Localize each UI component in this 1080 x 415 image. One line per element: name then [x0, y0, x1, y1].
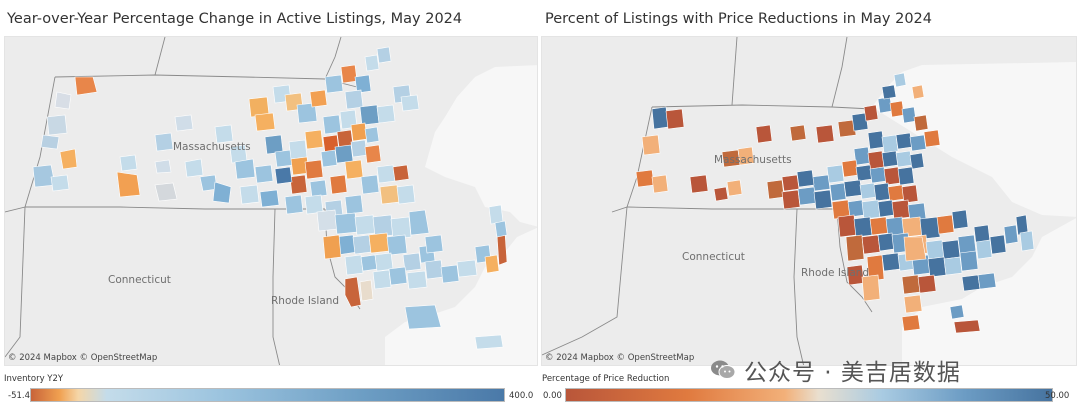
state-label-rhode-island: Rhode Island: [271, 295, 340, 307]
legend-min-value: 0.00: [543, 391, 562, 401]
legend-max-value: 400.0: [509, 391, 534, 401]
map-attribution[interactable]: © 2024 Mapbox © OpenStreetMap: [8, 353, 158, 363]
left-map-canvas[interactable]: [5, 37, 538, 366]
legend-color-scale: [565, 388, 1053, 402]
state-label-massachusetts: Massachusetts: [173, 141, 251, 153]
state-borders: [542, 37, 873, 365]
state-label-connecticut: Connecticut: [108, 274, 171, 286]
legend-min-value: -51.4: [8, 391, 30, 401]
map-attribution[interactable]: © 2024 Mapbox © OpenStreetMap: [545, 353, 695, 363]
watermark-text: 公众号 · 美吉居数据: [744, 360, 961, 386]
wechat-icon: [711, 360, 736, 379]
left-map-title: Year-over-Year Percentage Change in Acti…: [7, 11, 463, 27]
legend-title: Percentage of Price Reduction: [542, 374, 670, 384]
legend-title: Inventory Y2Y: [4, 374, 64, 384]
municipalities: [32, 46, 508, 350]
left-map-panel: Year-over-Year Percentage Change in Acti…: [0, 0, 538, 415]
right-map-title: Percent of Listings with Price Reduction…: [545, 11, 933, 27]
left-map[interactable]: Massachusetts Connecticut Rhode Island ©…: [4, 36, 538, 366]
ocean-area: [872, 62, 1076, 217]
state-label-massachusetts: Massachusetts: [714, 154, 792, 166]
ocean-area: [902, 218, 1076, 365]
legend-color-scale: [30, 388, 505, 402]
legend-max-value: 50.00: [1045, 391, 1070, 401]
ocean-area: [425, 65, 537, 227]
state-label-rhode-island: Rhode Island: [801, 267, 870, 279]
right-map[interactable]: Massachusetts Connecticut Rhode Island ©…: [541, 36, 1077, 366]
right-map-canvas[interactable]: [542, 37, 1077, 366]
municipalities: [635, 72, 1035, 334]
watermark: 公众号 · 美吉居数据: [710, 354, 961, 386]
right-map-panel: Percent of Listings with Price Reduction…: [538, 0, 1080, 415]
state-label-connecticut: Connecticut: [682, 251, 745, 263]
